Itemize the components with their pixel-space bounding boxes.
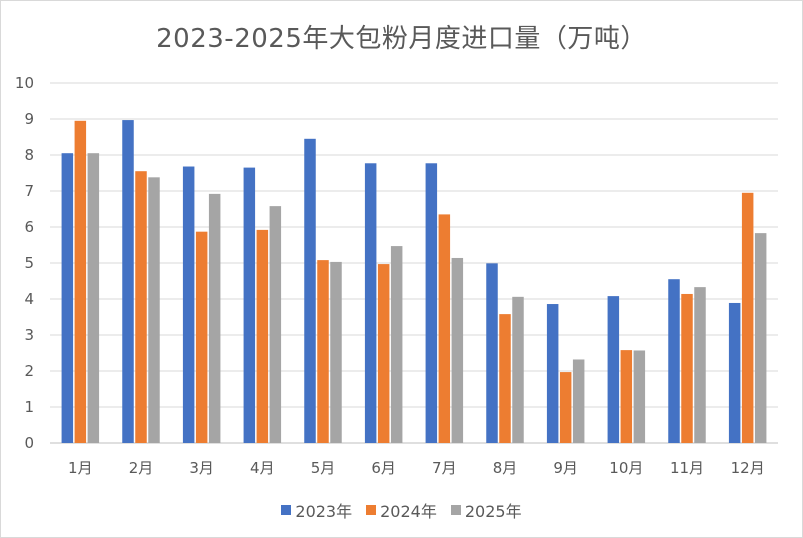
legend: 2023年 2024年 2025年 bbox=[0, 498, 803, 522]
bar bbox=[425, 163, 438, 443]
bar bbox=[572, 359, 585, 443]
bar bbox=[559, 372, 572, 443]
bar bbox=[364, 163, 377, 443]
bar bbox=[668, 279, 680, 443]
x-tick-label: 9月 bbox=[553, 459, 578, 477]
bar bbox=[195, 231, 208, 443]
gridlines bbox=[50, 82, 778, 444]
y-tick-label: 0 bbox=[24, 434, 34, 452]
bar bbox=[499, 314, 511, 443]
y-tick-label: 9 bbox=[24, 110, 34, 128]
bar bbox=[330, 261, 342, 443]
y-tick-label: 4 bbox=[24, 290, 34, 308]
x-tick-label: 12月 bbox=[731, 459, 765, 477]
legend-swatch bbox=[281, 505, 292, 515]
bar bbox=[148, 177, 160, 443]
y-tick-label: 3 bbox=[24, 326, 34, 344]
bar bbox=[438, 214, 451, 443]
bar bbox=[633, 350, 646, 443]
bar bbox=[208, 193, 221, 443]
bar bbox=[122, 120, 134, 443]
bar bbox=[182, 166, 195, 443]
bar bbox=[486, 263, 498, 443]
bar bbox=[451, 257, 464, 443]
x-tick-label: 7月 bbox=[432, 459, 457, 477]
bar bbox=[620, 350, 633, 443]
x-tick-label: 1月 bbox=[68, 459, 93, 477]
bars bbox=[61, 120, 767, 444]
legend-swatch bbox=[450, 505, 461, 515]
bar bbox=[304, 138, 316, 444]
y-tick-label: 5 bbox=[24, 254, 34, 272]
bar bbox=[512, 296, 524, 443]
legend-item: 2025年 bbox=[450, 498, 522, 522]
y-tick-label: 6 bbox=[24, 218, 34, 236]
bar bbox=[681, 293, 693, 443]
chart-title: 2023-2025年大包粉月度进口量（万吨） bbox=[156, 24, 647, 54]
x-tick-label: 2月 bbox=[129, 459, 154, 477]
bar bbox=[61, 153, 74, 443]
bar bbox=[390, 246, 403, 443]
legend-label: 2024年 bbox=[380, 502, 437, 521]
x-tick-label: 3月 bbox=[189, 459, 214, 477]
bar bbox=[243, 167, 256, 443]
bar bbox=[256, 229, 269, 443]
x-tick-label: 8月 bbox=[493, 459, 518, 477]
bar bbox=[607, 296, 620, 443]
bar bbox=[728, 302, 741, 443]
bar bbox=[135, 171, 147, 443]
bar bbox=[269, 206, 282, 443]
x-tick-label: 4月 bbox=[250, 459, 275, 477]
bar bbox=[754, 233, 767, 443]
y-axis-ticks: 0 1 2 3 4 5 6 7 8 9 10 bbox=[15, 74, 34, 452]
y-tick-label: 1 bbox=[24, 398, 34, 416]
y-tick-label: 10 bbox=[15, 74, 34, 92]
bar bbox=[74, 120, 87, 444]
x-tick-label: 11月 bbox=[670, 459, 704, 477]
legend-item: 2024年 bbox=[366, 498, 437, 522]
y-tick-label: 2 bbox=[24, 362, 34, 380]
bar bbox=[546, 304, 559, 443]
bar bbox=[87, 153, 100, 443]
bar bbox=[741, 192, 754, 443]
x-tick-label: 6月 bbox=[371, 459, 396, 477]
legend-label: 2023年 bbox=[295, 502, 353, 521]
y-tick-label: 8 bbox=[24, 146, 34, 164]
legend-item: 2023年 bbox=[281, 498, 352, 522]
legend-swatch bbox=[366, 505, 377, 515]
y-tick-label: 7 bbox=[24, 182, 34, 200]
x-tick-label: 10月 bbox=[609, 459, 643, 477]
bar bbox=[377, 264, 390, 443]
bar bbox=[694, 287, 706, 443]
bar bbox=[317, 260, 329, 443]
legend-label: 2025年 bbox=[464, 502, 522, 521]
x-tick-label: 5月 bbox=[311, 459, 336, 477]
x-axis-ticks: 1月 2月 3月 4月 5月 6月 7月 8月 9月 10月 11月 12月 bbox=[68, 459, 765, 477]
